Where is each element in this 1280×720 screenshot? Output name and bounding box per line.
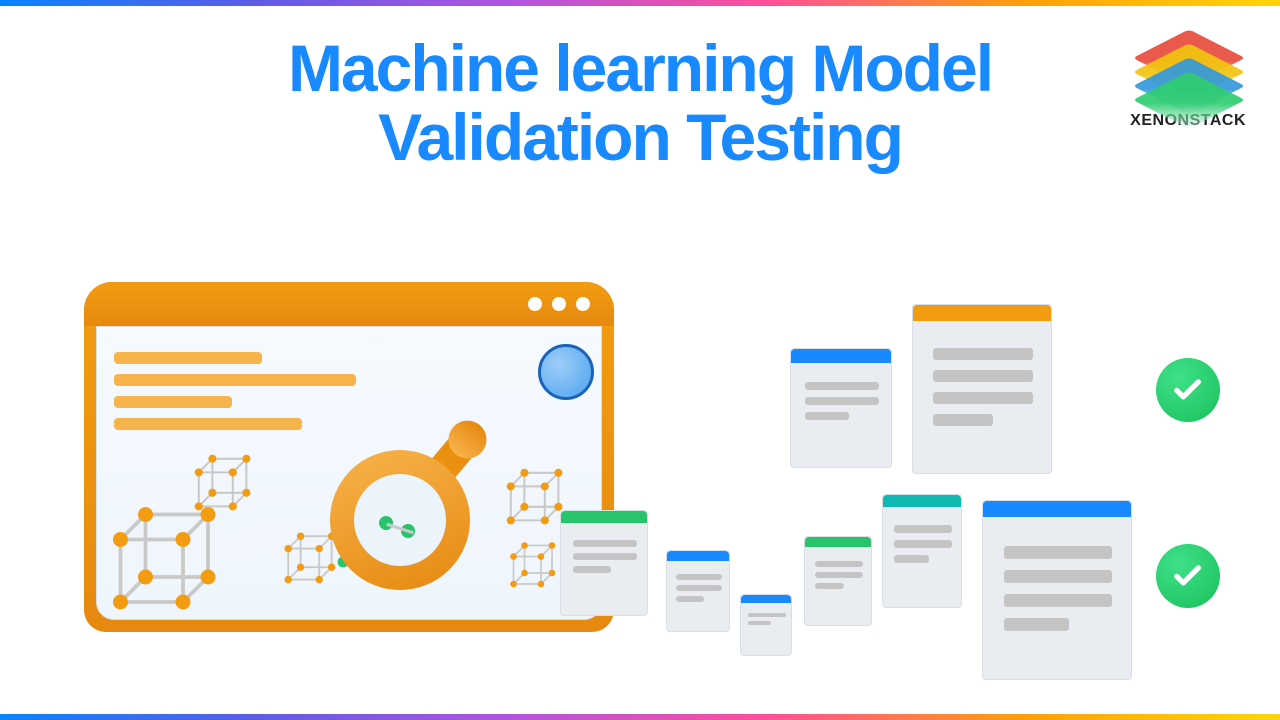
check-icon — [1156, 544, 1220, 608]
bottom-gradient-border — [0, 714, 1280, 720]
check-icon — [1156, 358, 1220, 422]
title-line-1: Machine learning Model — [0, 34, 1280, 103]
top-gradient-border — [0, 0, 1280, 6]
document-card — [912, 304, 1052, 474]
content-bar — [114, 396, 232, 408]
brand-logo: XENONSTACK — [1130, 28, 1246, 130]
browser-dots — [528, 297, 590, 311]
document-card — [666, 550, 730, 632]
content-bar — [114, 374, 356, 386]
browser-titlebar — [84, 282, 614, 326]
document-card — [560, 510, 648, 616]
lattice-icon — [108, 502, 221, 621]
lattice-icon — [192, 452, 253, 517]
document-card — [982, 500, 1132, 680]
lattice-icon — [504, 466, 565, 531]
page-title: Machine learning Model Validation Testin… — [0, 34, 1280, 173]
infographic-canvas: Machine learning Model Validation Testin… — [0, 0, 1280, 720]
magnifier-icon — [330, 450, 470, 590]
title-line-2: Validation Testing — [0, 103, 1280, 172]
document-card — [740, 594, 792, 656]
document-card — [804, 536, 872, 626]
content-bar — [114, 418, 302, 430]
brand-logo-icon — [1143, 28, 1233, 108]
lattice-icon — [508, 540, 558, 592]
document-card — [790, 348, 892, 468]
browser-window-illustration — [84, 282, 614, 632]
content-bar — [114, 352, 262, 364]
document-card — [882, 494, 962, 608]
globe-icon — [538, 344, 594, 400]
